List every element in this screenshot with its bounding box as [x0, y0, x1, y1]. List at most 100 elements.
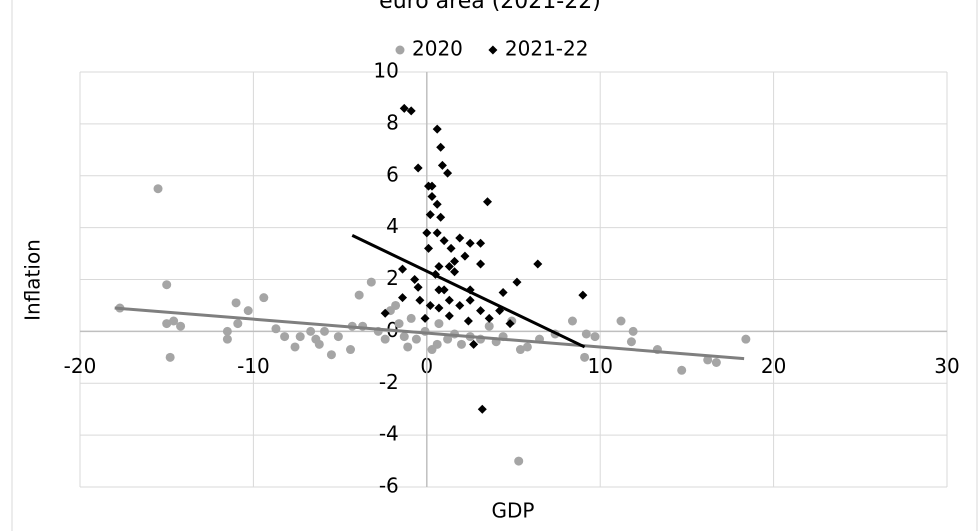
point	[354, 290, 364, 300]
point	[456, 339, 466, 349]
point	[616, 316, 626, 326]
chart-title: euro area (2021-22)	[379, 0, 601, 14]
point	[450, 267, 460, 277]
point	[439, 236, 449, 246]
y-tick-label: -4	[379, 422, 399, 446]
point	[434, 262, 444, 272]
point	[391, 300, 401, 310]
point	[437, 160, 447, 170]
point	[280, 332, 290, 342]
y-tick-label: -2	[379, 370, 399, 394]
point	[295, 332, 305, 342]
point	[444, 262, 454, 272]
point	[533, 259, 543, 269]
point	[165, 352, 175, 362]
point	[176, 321, 186, 331]
point	[153, 184, 163, 194]
point	[484, 313, 494, 323]
x-axis-label: GDP	[492, 499, 535, 523]
point	[439, 285, 449, 295]
point	[626, 337, 636, 347]
point	[425, 210, 435, 220]
y-tick-label: 10	[373, 59, 398, 83]
point	[231, 298, 241, 308]
trendline	[351, 234, 586, 349]
point	[413, 282, 423, 292]
point	[314, 339, 324, 349]
legend-label: 2021-22	[505, 37, 589, 61]
legend-marker	[395, 45, 405, 55]
x-tick-label: 20	[761, 354, 786, 378]
point	[162, 319, 172, 329]
point	[434, 319, 444, 329]
point	[169, 316, 179, 326]
trendline	[114, 306, 745, 361]
x-tick-label: -20	[64, 354, 97, 378]
point	[476, 306, 486, 316]
point	[446, 243, 456, 253]
point	[522, 342, 532, 352]
point	[413, 163, 423, 173]
point	[403, 342, 413, 352]
point	[567, 316, 577, 326]
point	[455, 300, 465, 310]
point	[319, 326, 329, 336]
point	[444, 295, 454, 305]
y-tick-label: 2	[386, 266, 399, 290]
point	[427, 181, 437, 191]
point	[243, 306, 253, 316]
point	[484, 321, 494, 331]
point	[443, 334, 453, 344]
point	[590, 332, 600, 342]
point	[677, 365, 687, 375]
point	[406, 106, 416, 116]
point	[399, 103, 409, 113]
point	[259, 293, 269, 303]
point	[476, 238, 486, 248]
point	[306, 326, 316, 336]
point	[512, 277, 522, 287]
point	[398, 293, 408, 303]
point	[432, 228, 442, 238]
point	[455, 233, 465, 243]
point	[578, 290, 588, 300]
point	[366, 277, 376, 287]
point	[422, 228, 432, 238]
point	[444, 311, 454, 321]
point	[711, 358, 721, 367]
point	[333, 332, 343, 342]
legend-label: 2020	[412, 37, 463, 61]
y-tick-label: 4	[386, 214, 399, 238]
point	[434, 303, 444, 313]
point	[482, 197, 492, 207]
point	[463, 316, 473, 326]
point	[515, 345, 525, 355]
y-tick-label: -6	[379, 474, 399, 498]
x-tick-label: 30	[934, 354, 959, 378]
point	[271, 324, 281, 334]
point	[233, 319, 243, 329]
point	[741, 334, 751, 344]
y-tick-label: 6	[386, 162, 399, 186]
point	[477, 404, 487, 414]
point	[380, 334, 390, 344]
x-tick-label: -10	[237, 354, 270, 378]
point	[628, 326, 638, 336]
point	[406, 313, 416, 323]
point	[432, 199, 442, 209]
point	[432, 124, 442, 134]
point	[424, 243, 434, 253]
point	[425, 300, 435, 310]
point	[465, 295, 475, 305]
point	[436, 212, 446, 222]
point	[450, 256, 460, 266]
point	[469, 339, 479, 349]
point	[399, 332, 409, 342]
point	[398, 264, 408, 274]
point	[326, 350, 336, 360]
point	[432, 339, 442, 349]
point	[581, 329, 591, 339]
point	[290, 342, 300, 352]
legend-marker	[488, 45, 498, 55]
